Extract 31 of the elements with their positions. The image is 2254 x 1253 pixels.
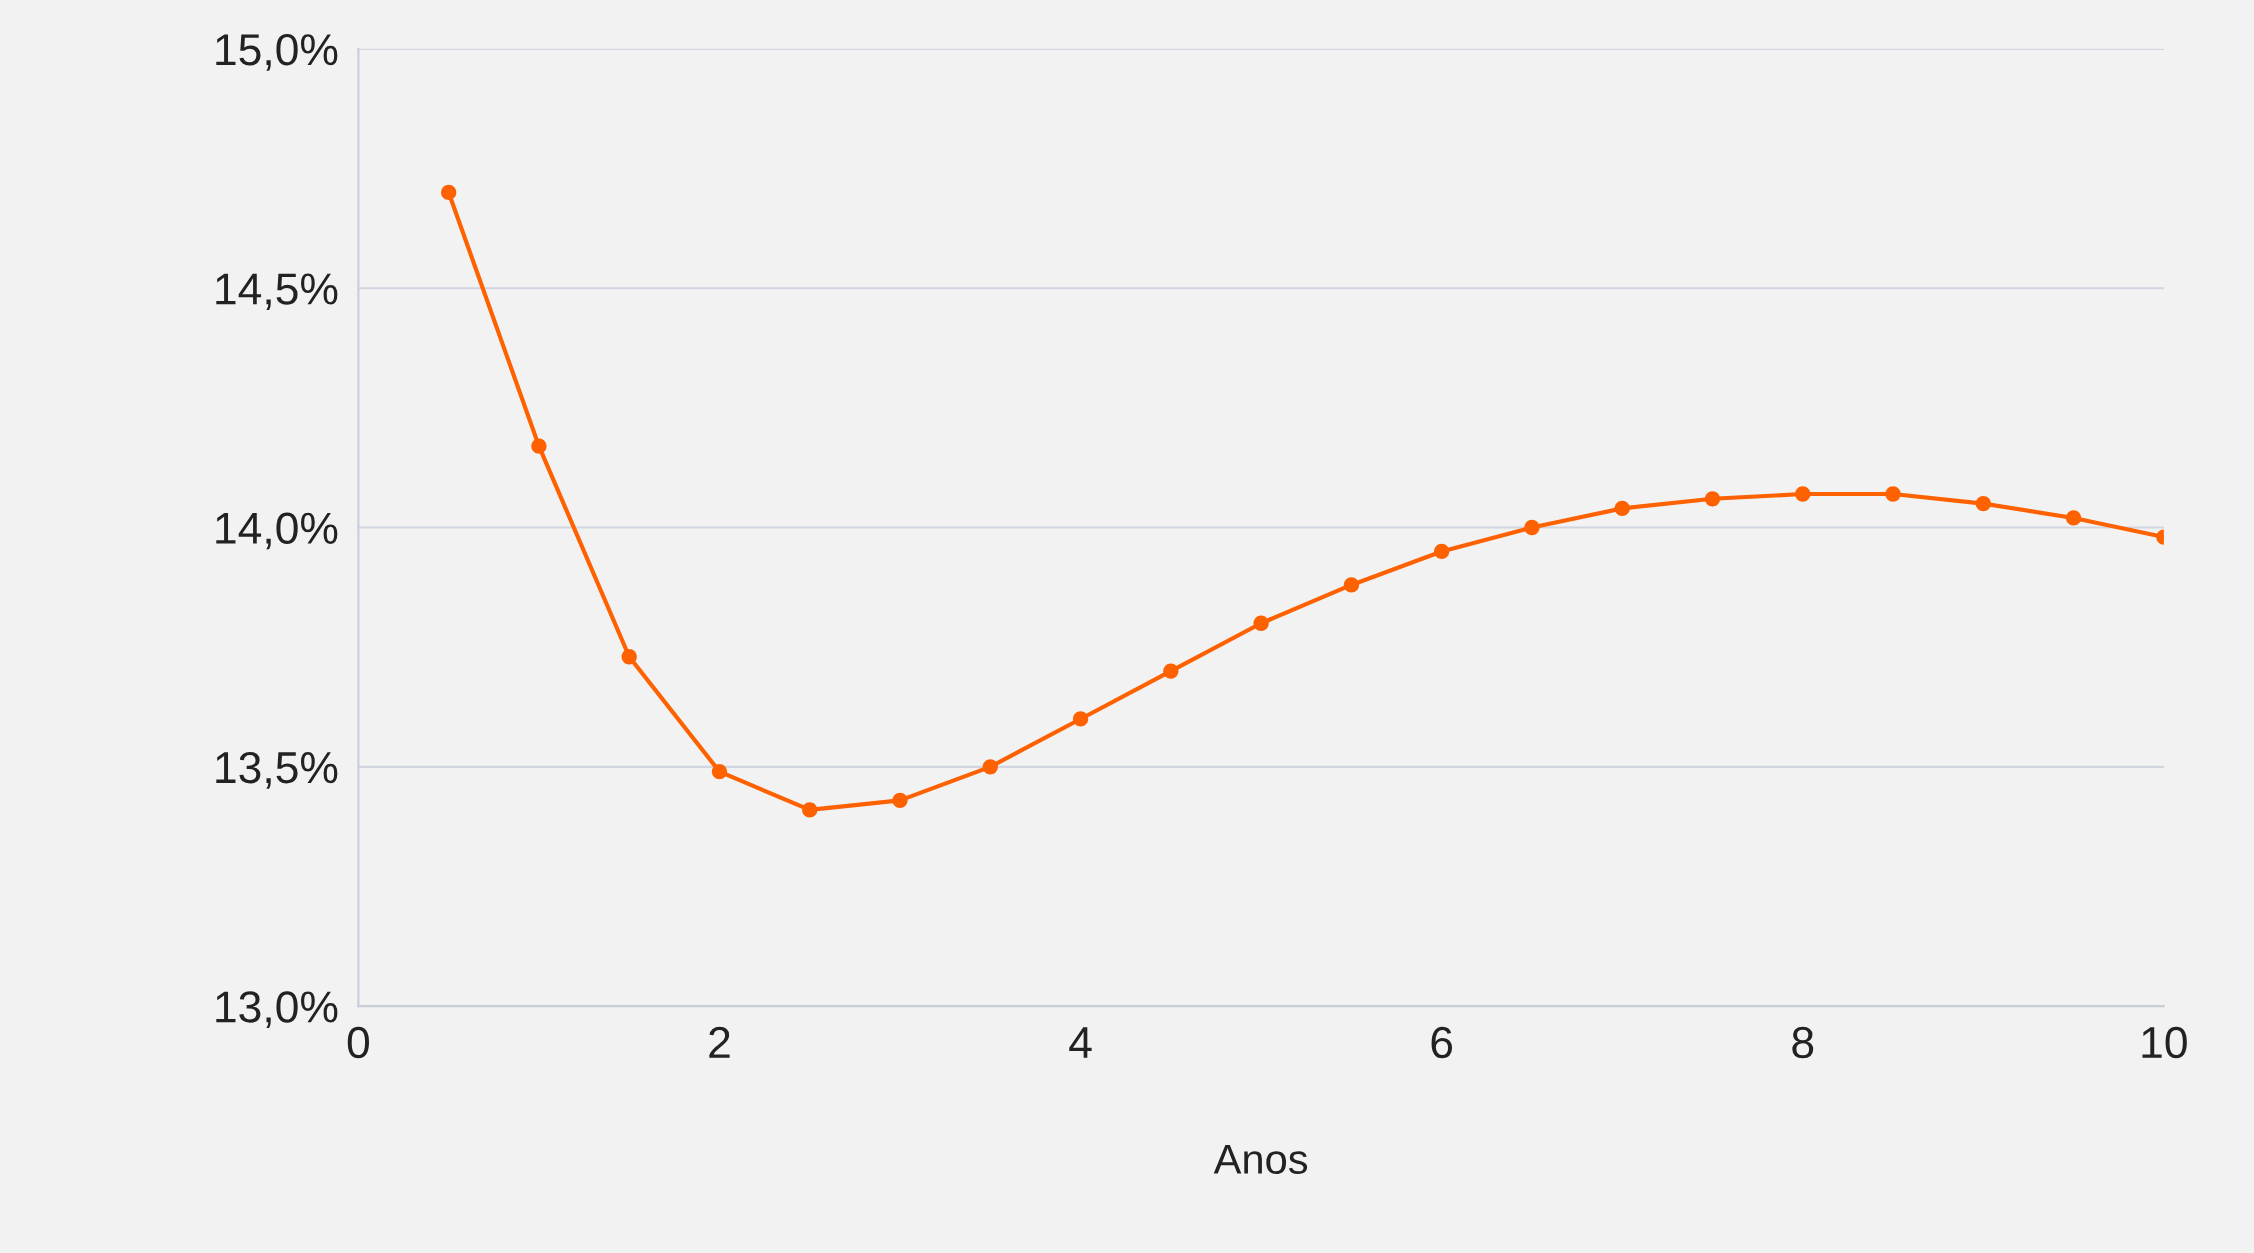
point	[1795, 486, 1811, 502]
point	[1614, 500, 1630, 517]
x-tick-label: 2	[709, 1026, 730, 1058]
point	[1253, 615, 1269, 631]
point	[802, 802, 818, 818]
point	[1434, 543, 1450, 560]
point	[1343, 577, 1360, 593]
point	[531, 438, 547, 454]
y-tick-label: 14,5%	[216, 273, 338, 310]
y-tick-label: 13,0%	[216, 991, 338, 1028]
point	[1524, 519, 1540, 536]
point	[1072, 711, 1089, 727]
point	[1975, 495, 1991, 512]
x-tick-label: 4	[1069, 1027, 1092, 1058]
point	[2065, 510, 2082, 526]
y-tick-label: 13,5%	[216, 751, 338, 789]
x-axis-title: Anos	[1213, 1144, 1308, 1175]
point	[441, 184, 457, 201]
x-tick-label: 8	[1792, 1026, 1814, 1059]
point	[1885, 486, 1901, 502]
point	[982, 759, 998, 775]
point	[1704, 491, 1721, 507]
y-tick-label: 14,0%	[216, 512, 338, 550]
point	[711, 763, 728, 780]
y-tick-label: 15,0%	[216, 33, 338, 71]
x-tick-label: 10	[2142, 1026, 2187, 1059]
point	[1163, 663, 1179, 679]
point	[621, 649, 637, 665]
x-tick-label: 0	[347, 1026, 370, 1059]
point	[892, 792, 908, 808]
x-tick-label: 6	[1431, 1026, 1453, 1059]
